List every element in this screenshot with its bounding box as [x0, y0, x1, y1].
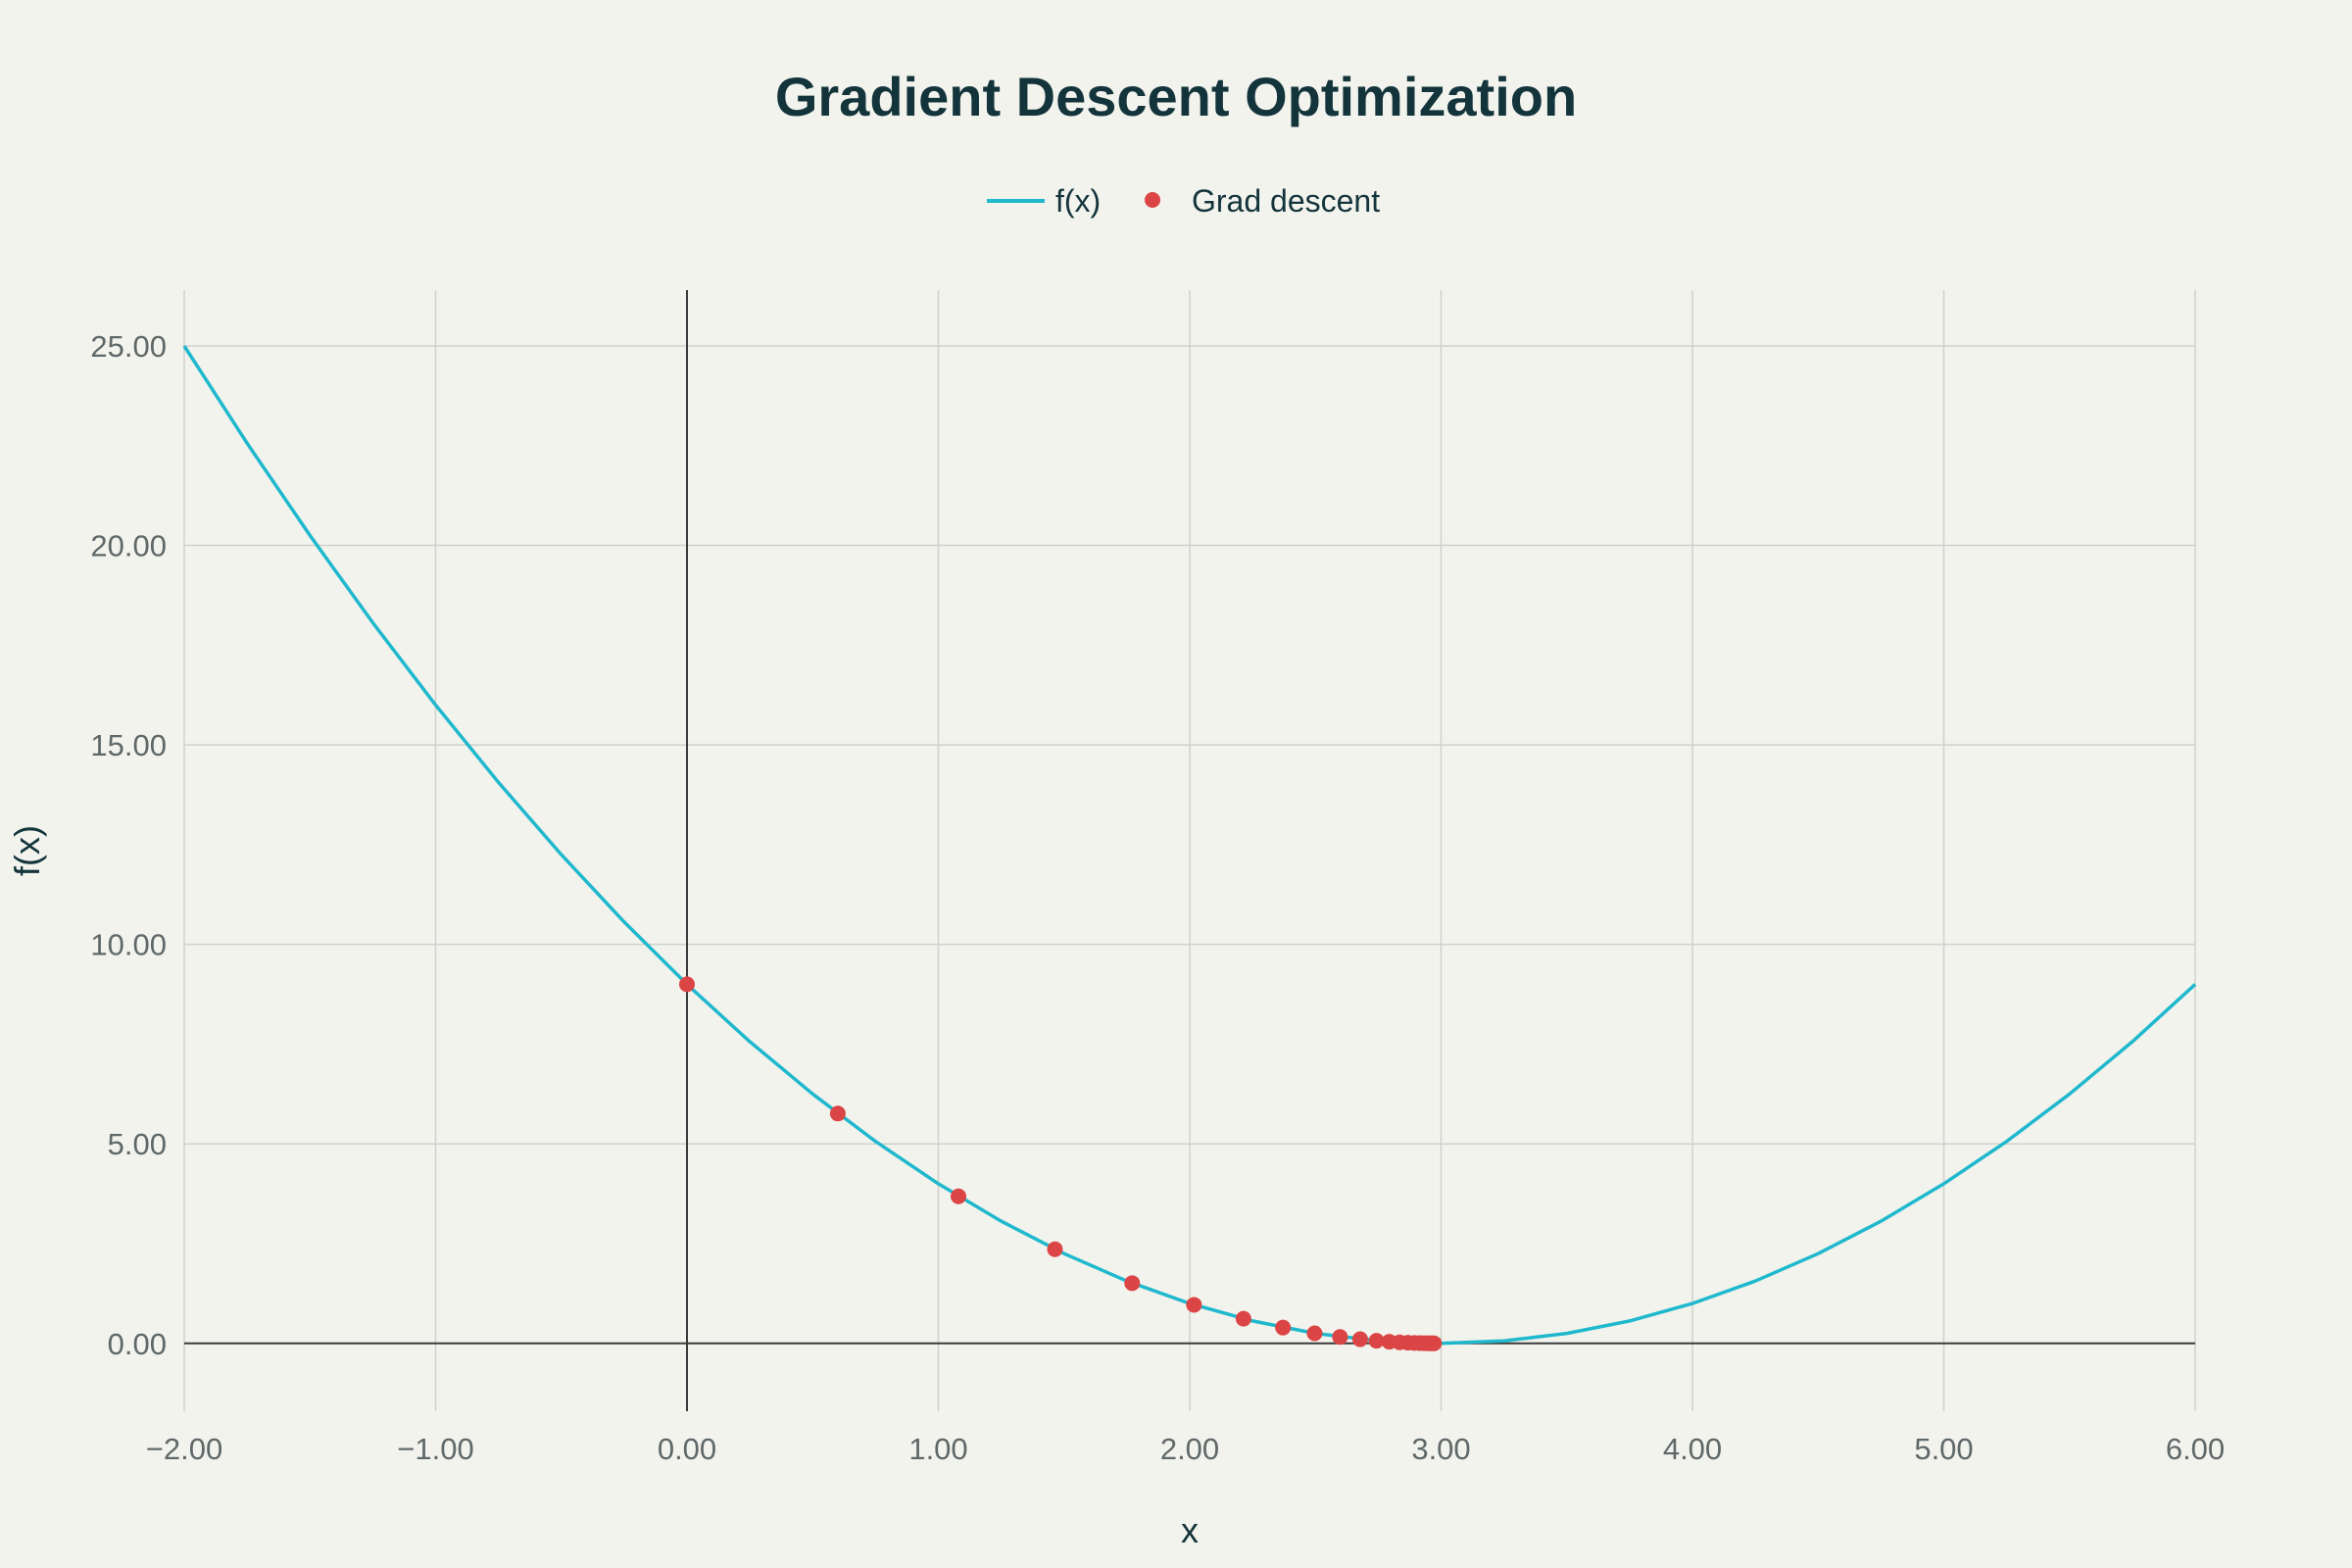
grad-descent-point: [951, 1188, 967, 1204]
grad-descent-point: [1124, 1275, 1141, 1292]
x-tick-label: 3.00: [1411, 1432, 1470, 1466]
y-tick-label: 0.00: [108, 1327, 167, 1361]
chart-title: Gradient Descent Optimization: [775, 66, 1577, 127]
legend-label-fx: f(x): [1055, 183, 1101, 219]
legend-label-grad-descent: Grad descent: [1192, 183, 1380, 219]
x-tick-label: 2.00: [1160, 1432, 1219, 1466]
x-tick-label: −1.00: [397, 1432, 473, 1466]
grad-descent-point: [829, 1105, 846, 1122]
legend[interactable]: f(x) Grad descent: [987, 183, 1380, 219]
x-axis-ticks: −2.00 −1.00 0.00 1.00 2.00 3.00 4.00 5.00 6.00: [146, 1432, 2225, 1466]
y-axis-title: f(x): [7, 825, 47, 876]
grad-descent-point: [1275, 1319, 1292, 1336]
y-tick-label: 15.00: [90, 728, 167, 762]
x-tick-label: 0.00: [658, 1432, 716, 1466]
y-tick-label: 25.00: [90, 329, 167, 364]
x-tick-label: 4.00: [1663, 1432, 1722, 1466]
x-axis-title: x: [1181, 1510, 1199, 1550]
y-tick-label: 10.00: [90, 928, 167, 962]
x-tick-label: 6.00: [2166, 1432, 2225, 1466]
zero-lines: [184, 290, 2195, 1411]
grad-descent-point: [1186, 1297, 1202, 1313]
grad-descent-point: [1426, 1335, 1443, 1351]
y-tick-label: 20.00: [90, 529, 167, 564]
grad-descent-point: [1306, 1325, 1323, 1342]
x-tick-label: 1.00: [908, 1432, 967, 1466]
grad-descent-point: [1332, 1329, 1348, 1346]
y-tick-label: 5.00: [108, 1127, 167, 1161]
legend-swatch-marker: [1145, 192, 1160, 208]
series-markers: [679, 976, 1443, 1351]
x-tick-label: 5.00: [1914, 1432, 1973, 1466]
grid: [183, 290, 2196, 1411]
grad-descent-point: [1047, 1241, 1063, 1257]
grad-descent-point: [679, 976, 695, 993]
grad-descent-point: [1235, 1310, 1251, 1327]
grad-descent-point: [1368, 1333, 1385, 1349]
y-axis-ticks: 0.00 5.00 10.00 15.00 20.00 25.00: [90, 329, 167, 1361]
x-tick-label: −2.00: [146, 1432, 222, 1466]
grad-descent-point: [1351, 1331, 1368, 1348]
